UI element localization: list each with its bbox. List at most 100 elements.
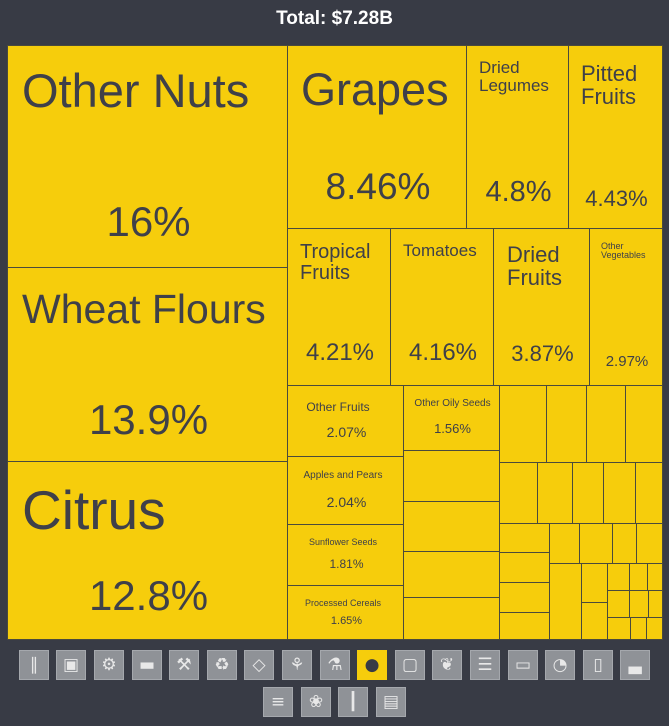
scroll-icon[interactable]: ☰ bbox=[470, 650, 500, 680]
tile-label: Tomatoes bbox=[403, 241, 477, 260]
tile-small[interactable] bbox=[612, 523, 637, 564]
wheat-icon[interactable]: ⚘ bbox=[282, 650, 312, 680]
tile-other-oily-seeds[interactable]: Other Oily Seeds 1.56% bbox=[403, 385, 500, 451]
tile-small[interactable] bbox=[607, 563, 630, 591]
tile-value: 8.46% bbox=[325, 166, 431, 207]
tile-citrus[interactable]: Citrus 12.8% bbox=[7, 461, 288, 640]
tile-tomatoes[interactable]: Tomatoes 4.16% bbox=[390, 228, 494, 386]
tile-value: 2.04% bbox=[326, 494, 367, 510]
tile-dried-fruits[interactable]: Dried Fruits 3.87% bbox=[493, 228, 590, 386]
tile-small[interactable] bbox=[537, 462, 573, 524]
tile-grapes[interactable]: Grapes 8.46% bbox=[287, 45, 467, 229]
tile-value: 2.97% bbox=[605, 353, 649, 370]
animal-icon[interactable]: ▭ bbox=[508, 650, 538, 680]
tile-small[interactable] bbox=[581, 563, 608, 603]
fruit-icon[interactable]: ● bbox=[357, 650, 387, 680]
tile-small[interactable] bbox=[499, 385, 547, 463]
tile-small[interactable] bbox=[499, 462, 538, 524]
hide-icon[interactable]: ❀ bbox=[301, 687, 331, 717]
tile-small[interactable] bbox=[629, 590, 649, 618]
tile-label: Tropical Fruits bbox=[300, 241, 371, 284]
tile-small[interactable] bbox=[572, 462, 604, 524]
tile-small[interactable] bbox=[549, 563, 582, 640]
tile-value: 1.65% bbox=[330, 615, 363, 627]
leaf-icon[interactable]: ❦ bbox=[432, 650, 462, 680]
tile-label: Other Vegetables bbox=[601, 241, 646, 261]
tile-value: 12.8% bbox=[88, 572, 209, 619]
tile-other-nuts[interactable]: Other Nuts 16% bbox=[7, 45, 288, 268]
treemap: Other Nuts 16% Wheat Flours 13.9% Citrus… bbox=[7, 45, 663, 640]
tile-small[interactable] bbox=[648, 590, 663, 618]
tile-value: 4.21% bbox=[305, 339, 375, 366]
tile-label: Other Fruits bbox=[306, 400, 370, 414]
diamond-icon[interactable]: ◇ bbox=[244, 650, 274, 680]
tile-processed-cereals[interactable]: Processed Cereals 1.65% bbox=[287, 585, 404, 640]
tile-small[interactable] bbox=[630, 617, 647, 640]
tile-label: Wheat Flours bbox=[22, 286, 266, 332]
tile-small[interactable] bbox=[499, 612, 550, 640]
tile-wheat-flours[interactable]: Wheat Flours 13.9% bbox=[7, 267, 288, 462]
tile-value: 4.43% bbox=[585, 186, 648, 211]
tile-small[interactable] bbox=[546, 385, 587, 463]
tile-small[interactable] bbox=[499, 552, 550, 583]
bullets-icon[interactable]: ┃ bbox=[338, 687, 368, 717]
tile-label: Other Nuts bbox=[22, 64, 250, 117]
tile-small[interactable] bbox=[647, 563, 663, 591]
tile-small[interactable] bbox=[579, 523, 613, 564]
tile-small[interactable] bbox=[403, 450, 500, 502]
tile-small[interactable] bbox=[629, 563, 648, 591]
tile-other-vegetables[interactable]: Other Vegetables 2.97% bbox=[589, 228, 663, 386]
tile-small[interactable] bbox=[646, 617, 663, 640]
tile-small[interactable] bbox=[403, 551, 500, 598]
tile-label: Apples and Pears bbox=[303, 470, 383, 481]
tile-label: Sunflower Seeds bbox=[308, 537, 378, 547]
lumber-icon[interactable]: ≡ bbox=[263, 687, 293, 717]
road-icon[interactable]: ∥ bbox=[19, 650, 49, 680]
tile-small[interactable] bbox=[549, 523, 580, 564]
tile-small[interactable] bbox=[499, 523, 550, 553]
tile-small[interactable] bbox=[403, 501, 500, 552]
tile-label: Processed Cereals bbox=[304, 598, 382, 608]
tile-label: Grapes bbox=[301, 64, 449, 115]
tile-small[interactable] bbox=[625, 385, 663, 463]
easel-icon[interactable]: ▤ bbox=[376, 687, 406, 717]
tile-value: 13.9% bbox=[88, 396, 209, 443]
tile-small[interactable] bbox=[603, 462, 636, 524]
recycle-icon[interactable]: ♻ bbox=[207, 650, 237, 680]
tile-value: 16% bbox=[106, 198, 191, 245]
tile-label: Dried Fruits bbox=[507, 242, 562, 291]
gear-icon[interactable]: ⚙ bbox=[94, 650, 124, 680]
shoe-icon[interactable]: ▃ bbox=[620, 650, 650, 680]
tile-value: 4.16% bbox=[408, 339, 478, 366]
tile-pitted-fruits[interactable]: Pitted Fruits 4.43% bbox=[568, 45, 663, 229]
tile-value: 3.87% bbox=[511, 341, 574, 366]
tile-small[interactable] bbox=[586, 385, 626, 463]
tile-value: 2.07% bbox=[326, 424, 367, 440]
tile-label: Dried Legumes bbox=[479, 58, 549, 95]
tile-apples-and-pears[interactable]: Apples and Pears 2.04% bbox=[287, 456, 404, 525]
gauge-icon[interactable]: ◔ bbox=[545, 650, 575, 680]
hammer-icon[interactable]: ⚒ bbox=[169, 650, 199, 680]
tile-small[interactable] bbox=[581, 602, 608, 640]
tile-label: Citrus bbox=[22, 479, 166, 541]
tile-dried-legumes[interactable]: Dried Legumes 4.8% bbox=[466, 45, 569, 229]
battery-icon[interactable]: ▯ bbox=[583, 650, 613, 680]
tile-small[interactable] bbox=[607, 590, 630, 618]
tile-other-fruits[interactable]: Other Fruits 2.07% bbox=[287, 385, 404, 457]
tile-sunflower-seeds[interactable]: Sunflower Seeds 1.81% bbox=[287, 524, 404, 586]
tile-small[interactable] bbox=[607, 617, 631, 640]
box-icon[interactable]: ▢ bbox=[395, 650, 425, 680]
tile-label: Other Oily Seeds bbox=[414, 398, 491, 409]
tile-small[interactable] bbox=[636, 523, 663, 564]
anvil-icon[interactable]: ▬ bbox=[132, 650, 162, 680]
tile-value: 1.56% bbox=[434, 421, 471, 436]
tile-small[interactable] bbox=[403, 597, 500, 640]
tile-tropical-fruits[interactable]: Tropical Fruits 4.21% bbox=[287, 228, 391, 386]
tile-value: 1.81% bbox=[329, 557, 364, 571]
tile-small[interactable] bbox=[635, 462, 663, 524]
tile-value: 4.8% bbox=[485, 176, 552, 208]
total-title: Total: $7.28B bbox=[276, 8, 393, 29]
tile-small[interactable] bbox=[499, 582, 550, 613]
flask-icon[interactable]: ⚗ bbox=[320, 650, 350, 680]
tshirt-icon[interactable]: ▣ bbox=[56, 650, 86, 680]
